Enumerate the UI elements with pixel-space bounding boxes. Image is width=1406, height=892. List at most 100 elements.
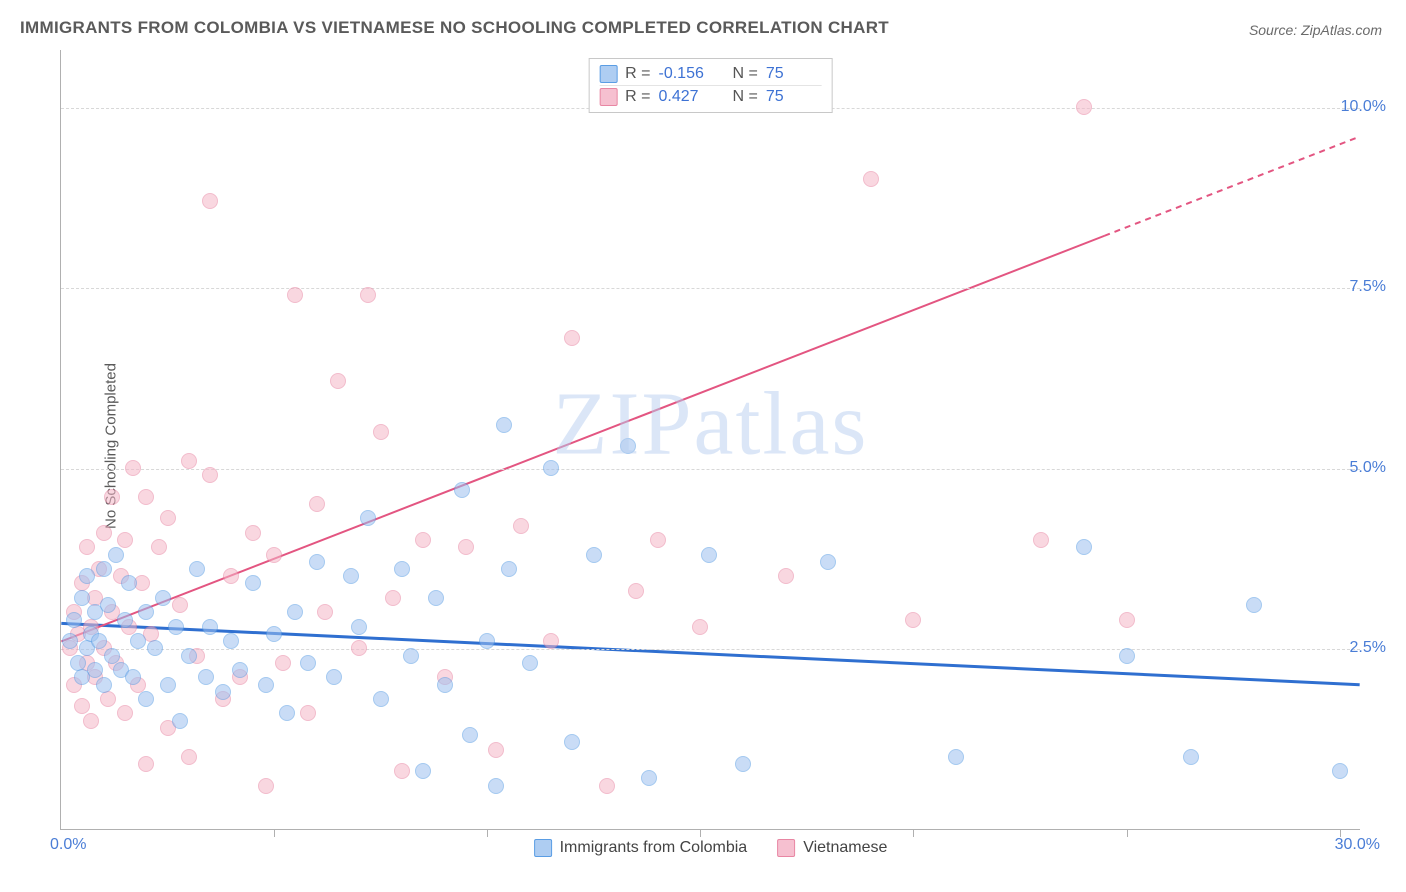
scatter-point: [488, 778, 504, 794]
scatter-point: [326, 669, 342, 685]
scatter-point: [599, 778, 615, 794]
scatter-point: [330, 373, 346, 389]
scatter-point: [223, 568, 239, 584]
scatter-point: [117, 705, 133, 721]
legend-n-value: 75: [766, 88, 822, 106]
scatter-point: [181, 749, 197, 765]
scatter-point: [62, 633, 78, 649]
chart-source: Source: ZipAtlas.com: [1249, 22, 1382, 38]
legend-bottom-item: Vietnamese: [777, 839, 887, 857]
scatter-point: [74, 590, 90, 606]
scatter-point: [863, 171, 879, 187]
legend-r-value: -0.156: [659, 65, 715, 83]
scatter-point: [394, 763, 410, 779]
scatter-point: [232, 662, 248, 678]
scatter-point: [543, 633, 559, 649]
gridline-h: [61, 649, 1360, 650]
scatter-point: [300, 705, 316, 721]
scatter-point: [147, 640, 163, 656]
x-tick: [487, 829, 488, 837]
legend-n-value: 75: [766, 65, 822, 83]
scatter-point: [155, 590, 171, 606]
scatter-point: [160, 677, 176, 693]
scatter-point: [1246, 597, 1262, 613]
scatter-point: [351, 619, 367, 635]
scatter-point: [360, 510, 376, 526]
legend-n-label: N =: [733, 65, 758, 83]
scatter-point: [415, 763, 431, 779]
scatter-point: [479, 633, 495, 649]
legend-r-value: 0.427: [659, 88, 715, 106]
scatter-point: [83, 713, 99, 729]
scatter-point: [1033, 532, 1049, 548]
scatter-point: [96, 561, 112, 577]
scatter-point: [91, 633, 107, 649]
scatter-point: [279, 705, 295, 721]
scatter-point: [1119, 648, 1135, 664]
scatter-point: [501, 561, 517, 577]
scatter-point: [513, 518, 529, 534]
scatter-point: [138, 604, 154, 620]
scatter-point: [287, 604, 303, 620]
scatter-point: [258, 778, 274, 794]
scatter-point: [215, 684, 231, 700]
scatter-point: [275, 655, 291, 671]
scatter-point: [905, 612, 921, 628]
legend-n-label: N =: [733, 88, 758, 106]
gridline-h: [61, 469, 1360, 470]
scatter-point: [735, 756, 751, 772]
legend-bottom-label: Vietnamese: [803, 839, 887, 857]
scatter-point: [1119, 612, 1135, 628]
scatter-point: [458, 539, 474, 555]
scatter-point: [360, 287, 376, 303]
scatter-point: [266, 626, 282, 642]
scatter-point: [266, 547, 282, 563]
x-tick: [1127, 829, 1128, 837]
legend-swatch: [599, 88, 617, 106]
gridline-h: [61, 288, 1360, 289]
scatter-point: [138, 691, 154, 707]
x-tick: [274, 829, 275, 837]
scatter-point: [79, 568, 95, 584]
scatter-point: [1332, 763, 1348, 779]
legend-bottom-label: Immigrants from Colombia: [560, 839, 748, 857]
legend-top-row: R =-0.156N =75: [599, 63, 822, 85]
scatter-point: [1076, 99, 1092, 115]
scatter-point: [96, 677, 112, 693]
scatter-point: [181, 648, 197, 664]
scatter-point: [287, 287, 303, 303]
scatter-point: [96, 525, 112, 541]
scatter-point: [202, 467, 218, 483]
scatter-point: [403, 648, 419, 664]
scatter-point: [151, 539, 167, 555]
scatter-point: [586, 547, 602, 563]
scatter-point: [1183, 749, 1199, 765]
legend-top-row: R =0.427N =75: [599, 85, 822, 108]
scatter-point: [309, 496, 325, 512]
scatter-point: [543, 460, 559, 476]
legend-bottom: Immigrants from Colombia Vietnamese: [534, 839, 888, 857]
scatter-point: [117, 612, 133, 628]
scatter-point: [692, 619, 708, 635]
y-tick-label: 2.5%: [1350, 639, 1386, 657]
scatter-point: [650, 532, 666, 548]
scatter-point: [820, 554, 836, 570]
x-origin-label: 0.0%: [50, 836, 86, 854]
scatter-point: [948, 749, 964, 765]
scatter-point: [428, 590, 444, 606]
scatter-point: [223, 633, 239, 649]
scatter-point: [121, 575, 137, 591]
scatter-point: [564, 330, 580, 346]
scatter-point: [437, 677, 453, 693]
scatter-point: [108, 547, 124, 563]
scatter-point: [202, 619, 218, 635]
chart-title: IMMIGRANTS FROM COLOMBIA VS VIETNAMESE N…: [20, 18, 889, 38]
scatter-point: [168, 619, 184, 635]
legend-top: R =-0.156N =75R =0.427N =75: [588, 58, 833, 113]
scatter-point: [100, 597, 116, 613]
y-tick-label: 7.5%: [1350, 278, 1386, 296]
scatter-point: [198, 669, 214, 685]
scatter-point: [245, 525, 261, 541]
scatter-point: [138, 756, 154, 772]
scatter-point: [415, 532, 431, 548]
